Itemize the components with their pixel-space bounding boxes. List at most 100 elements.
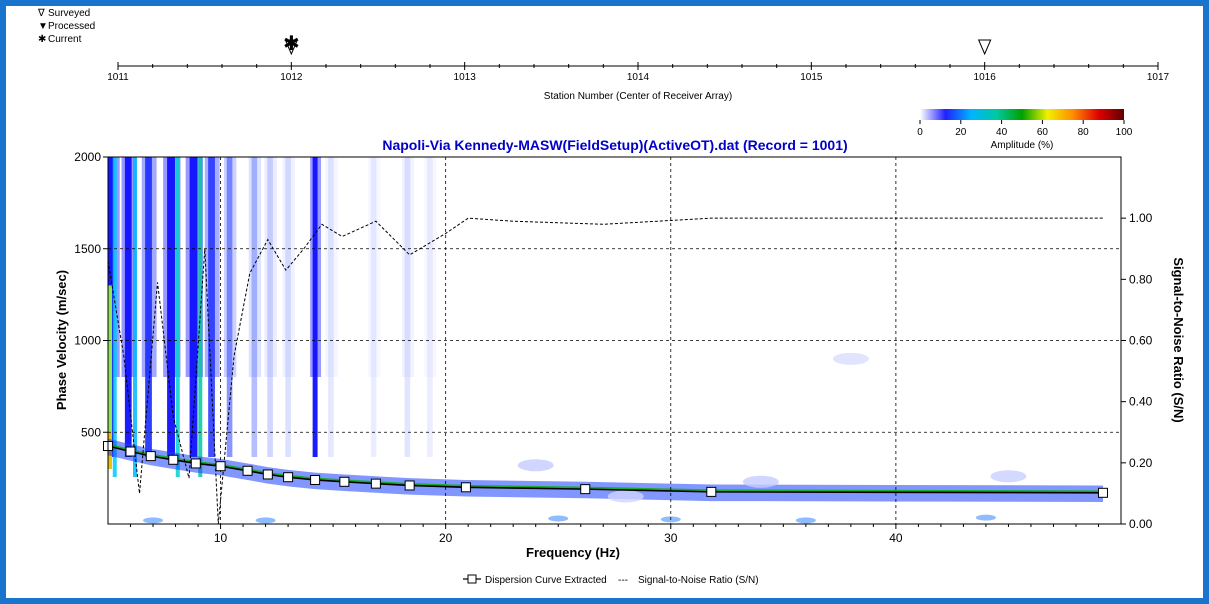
status-legend-symbol-processed: ▼ (38, 21, 48, 32)
station-axis-tick-label: 1016 (974, 72, 997, 83)
colorbar-scale (920, 109, 1124, 120)
station-axis-tick-label: 1017 (1147, 72, 1170, 83)
fundamental-mode-energy (108, 438, 1103, 502)
energy-band-core (112, 157, 117, 477)
snr-line (107, 217, 1103, 525)
energy-band-core (108, 285, 112, 469)
station-axis-tick-label: 1011 (107, 72, 129, 83)
dispersion-image (108, 157, 1103, 524)
y2-tick-label: 1.00 (1129, 211, 1153, 225)
energy-blob (990, 470, 1027, 483)
y-tick-label: 500 (81, 425, 101, 439)
dispersion-curve-point (404, 480, 415, 491)
dispersion-curve-point (339, 476, 350, 487)
legend-snr-line: --- (618, 575, 628, 586)
energy-band (404, 157, 411, 457)
colorbar-tick-label: 80 (1078, 127, 1090, 138)
energy-blob (143, 517, 164, 524)
x-axis-ticks: 10 20 30 40 (130, 524, 1099, 545)
dispersion-curve-point (580, 484, 591, 495)
status-legend-symbol-surveyed: ∇ (37, 8, 45, 19)
dispersion-curve-point (242, 465, 253, 476)
dispersion-curve-point (190, 458, 201, 469)
x-axis-title: Frequency (Hz) (526, 545, 620, 560)
y2-tick-label: 0.80 (1129, 272, 1153, 286)
energy-blob (975, 514, 996, 521)
x-tick-label: 20 (439, 531, 453, 545)
status-legend-label-processed: Processed (48, 21, 95, 32)
status-legend-symbol-current: ✱ (38, 34, 46, 45)
energy-band (427, 157, 433, 457)
colorbar-tick-label: 40 (996, 127, 1008, 138)
energy-band (208, 157, 215, 457)
energy-band (312, 157, 318, 457)
energy-band (145, 157, 152, 457)
dispersion-curve-point (706, 486, 717, 497)
snr-layer (107, 217, 1103, 525)
energy-band-core (133, 157, 138, 477)
y-tick-label: 1000 (74, 334, 101, 348)
energy-band-halo (401, 157, 415, 377)
dispersion-curve-point (125, 446, 136, 457)
station-axis-tick-label: 1015 (800, 72, 823, 83)
energy-blob (517, 459, 554, 472)
station-axis-label: Station Number (Center of Receiver Array… (544, 91, 732, 102)
y2-axis-ticks: 0.00 0.20 0.40 0.60 0.80 1.00 (1121, 211, 1153, 531)
surveyed-station-marker (977, 39, 992, 56)
y-axis-ticks: 500 1000 1500 2000 (74, 150, 108, 439)
station-axis-tick-label: 1014 (627, 72, 650, 83)
status-legend: ∇ Surveyed ▼ Processed ✱ Current (37, 8, 95, 45)
colorbar-tick-label: 20 (955, 127, 967, 138)
colorbar: Amplitude (%) 0 20 40 60 80 100 (917, 109, 1133, 151)
energy-band (370, 157, 377, 457)
surveyed-station-marker (284, 39, 299, 56)
y2-axis-title: Signal-to-Noise Ratio (S/N) (1171, 257, 1186, 422)
energy-band-halo (424, 157, 437, 377)
colorbar-tick-label: 60 (1037, 127, 1049, 138)
energy-band-halo (368, 157, 381, 377)
energy-band (285, 157, 291, 457)
dispersion-curve-point (215, 461, 226, 472)
y2-tick-label: 0.20 (1129, 456, 1153, 470)
legend-snr-label: Signal-to-Noise Ratio (S/N) (638, 575, 759, 586)
energy-band (251, 157, 258, 457)
y2-tick-label: 0.60 (1129, 334, 1153, 348)
energy-blob (548, 515, 569, 522)
colorbar-label: Amplitude (%) (991, 140, 1054, 151)
chart-title: Napoli-Via Kennedy-MASW(FieldSetup)(Acti… (382, 137, 847, 153)
energy-blob (255, 517, 276, 524)
y2-tick-label: 0.40 (1129, 395, 1153, 409)
energy-band (328, 157, 334, 457)
chart-legend: Dispersion Curve Extracted --- Signal-to… (463, 574, 759, 586)
dispersion-curve-point (168, 454, 179, 465)
legend-dispersion-label: Dispersion Curve Extracted (485, 575, 607, 586)
station-axis: Station Number (Center of Receiver Array… (107, 31, 1169, 102)
status-legend-label-current: Current (48, 34, 82, 45)
status-legend-label-surveyed: Surveyed (48, 8, 90, 19)
dispersion-curve-point (145, 451, 156, 462)
dispersion-curve-point (262, 469, 273, 480)
x-tick-label: 30 (664, 531, 678, 545)
colorbar-tick-label: 0 (917, 127, 923, 138)
dispersion-curve-point (283, 472, 294, 483)
dispersion-curve-point (370, 478, 381, 489)
energy-band (226, 157, 233, 457)
y-tick-label: 2000 (74, 150, 101, 164)
energy-band-halo (325, 157, 338, 377)
current-station-marker: ✱ (283, 31, 300, 55)
energy-band (189, 157, 198, 457)
energy-blob (742, 475, 779, 488)
energy-band (267, 157, 273, 457)
dispersion-curve-point (460, 482, 471, 493)
station-axis-tick-label: 1012 (280, 72, 303, 83)
dispersion-curve-point (310, 474, 321, 485)
energy-band-core (175, 157, 180, 477)
energy-blob (832, 352, 869, 365)
station-axis-tick-label: 1013 (454, 72, 477, 83)
y2-tick-label: 0.00 (1129, 517, 1153, 531)
energy-band-halo (248, 157, 262, 377)
dispersion-curve-point (1097, 487, 1108, 498)
y-axis-title: Phase Velocity (m/sec) (54, 270, 69, 410)
energy-band (167, 157, 175, 457)
